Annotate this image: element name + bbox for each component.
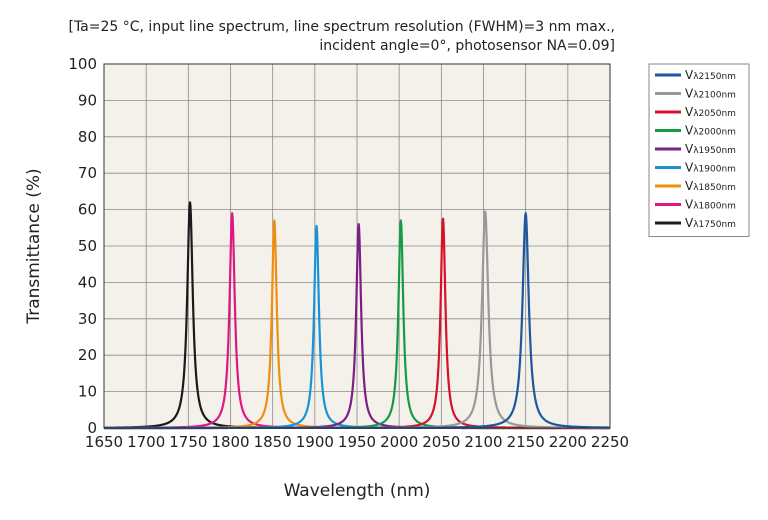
- legend: Vλ2150nm Vλ2100nm Vλ2050nm Vλ2000nm Vλ1950nm…: [648, 63, 750, 237]
- legend-label: Vλ1800nm: [685, 198, 736, 212]
- legend-label: Vλ2000nm: [685, 124, 736, 138]
- y-tick-label: 80: [78, 128, 97, 146]
- y-axis-title: Transmittance (%): [24, 168, 44, 324]
- y-tick-label: 90: [78, 91, 97, 109]
- x-tick-label: 1700: [127, 433, 165, 451]
- legend-label: Vλ1850nm: [685, 179, 736, 193]
- legend-label: Vλ2150nm: [685, 68, 736, 82]
- legend-label: Vλ1900nm: [685, 161, 736, 175]
- x-tick-label: 1950: [338, 433, 376, 451]
- x-tick-label: 1800: [211, 433, 249, 451]
- x-tick-label: 2200: [549, 433, 587, 451]
- x-tick-label: 1900: [296, 433, 334, 451]
- y-tick-label: 70: [78, 164, 97, 182]
- legend-label: Vλ1750nm: [685, 216, 736, 230]
- y-tick-label: 10: [78, 383, 97, 401]
- legend-label: Vλ2100nm: [685, 87, 736, 101]
- legend-label: Vλ2050nm: [685, 105, 736, 119]
- x-tick-label: 2050: [422, 433, 460, 451]
- conditions-note-line-1: [Ta=25 °C, input line spectrum, line spe…: [68, 19, 615, 35]
- x-tick-label: 1850: [254, 433, 292, 451]
- y-tick-label: 60: [78, 201, 97, 219]
- x-tick-label: 2250: [591, 433, 629, 451]
- y-tick-label: 50: [78, 237, 97, 255]
- plot-border: [103, 63, 611, 429]
- legend-label: Vλ1950nm: [685, 142, 736, 156]
- y-tick-label: 20: [78, 346, 97, 364]
- y-tick-label: 40: [78, 273, 97, 291]
- x-tick-label: 1750: [169, 433, 207, 451]
- x-tick-labels: 1650 1700 1750 1800 1850 1900 1950 2000 2050 2100…: [85, 433, 629, 451]
- x-tick-label: 2150: [507, 433, 545, 451]
- x-tick-label: 1650: [85, 433, 123, 451]
- y-tick-label: 0: [87, 419, 97, 437]
- y-tick-label: 30: [78, 310, 97, 328]
- x-tick-label: 2000: [380, 433, 418, 451]
- x-axis-title: Wavelength (nm): [284, 481, 431, 501]
- y-tick-label: 100: [68, 55, 97, 73]
- x-tick-label: 2100: [464, 433, 502, 451]
- y-tick-labels: 0 10 20 30 40 50 60 70 80 90 100: [68, 55, 97, 437]
- conditions-note-line-2: incident angle=0°, photosensor NA=0.09]: [319, 38, 615, 54]
